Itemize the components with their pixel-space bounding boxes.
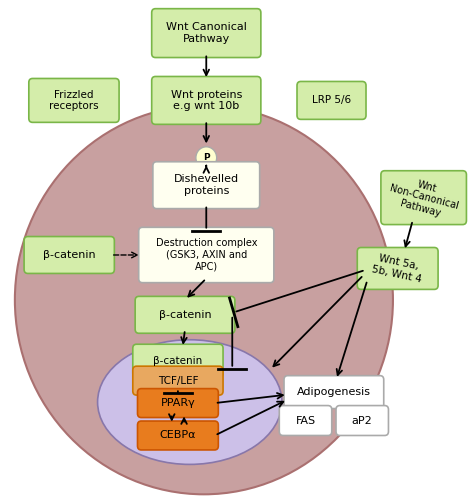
Text: FAS: FAS — [295, 416, 316, 426]
FancyBboxPatch shape — [137, 388, 219, 418]
Text: Destruction complex
(GSK3, AXIN and
APC): Destruction complex (GSK3, AXIN and APC) — [155, 238, 257, 272]
Text: β-catenin: β-catenin — [153, 356, 202, 366]
Text: Wnt 5a,
5b, Wnt 4: Wnt 5a, 5b, Wnt 4 — [371, 252, 425, 284]
FancyBboxPatch shape — [279, 406, 332, 436]
FancyBboxPatch shape — [29, 78, 119, 122]
Text: aP2: aP2 — [352, 416, 373, 426]
FancyBboxPatch shape — [137, 421, 219, 450]
Circle shape — [196, 147, 217, 169]
FancyBboxPatch shape — [135, 296, 235, 334]
Ellipse shape — [98, 340, 282, 464]
FancyBboxPatch shape — [133, 344, 223, 377]
FancyBboxPatch shape — [297, 82, 366, 120]
Text: β-catenin: β-catenin — [159, 310, 211, 320]
FancyBboxPatch shape — [284, 376, 384, 408]
FancyBboxPatch shape — [381, 170, 466, 224]
Ellipse shape — [15, 106, 393, 494]
Text: Dishevelled
proteins: Dishevelled proteins — [173, 174, 239, 196]
FancyBboxPatch shape — [357, 248, 438, 290]
Text: Wnt Canonical
Pathway: Wnt Canonical Pathway — [166, 22, 246, 44]
FancyBboxPatch shape — [152, 8, 261, 58]
Text: CEBPα: CEBPα — [160, 430, 196, 440]
Text: TCF/LEF: TCF/LEF — [158, 376, 198, 386]
FancyBboxPatch shape — [24, 236, 114, 274]
FancyBboxPatch shape — [133, 366, 223, 395]
FancyBboxPatch shape — [152, 76, 261, 124]
Text: P: P — [203, 154, 210, 162]
Text: LRP 5/6: LRP 5/6 — [312, 96, 351, 106]
Text: Wnt
Non-Canonical
Pathway: Wnt Non-Canonical Pathway — [385, 172, 462, 223]
FancyBboxPatch shape — [153, 162, 260, 208]
Text: Adipogenesis: Adipogenesis — [297, 387, 371, 397]
FancyBboxPatch shape — [139, 228, 274, 282]
Text: PPARγ: PPARγ — [161, 398, 195, 408]
Text: Wnt proteins
e.g wnt 10b: Wnt proteins e.g wnt 10b — [171, 90, 242, 111]
FancyBboxPatch shape — [336, 406, 389, 436]
Text: Frizzled
receptors: Frizzled receptors — [49, 90, 99, 111]
Text: β-catenin: β-catenin — [43, 250, 96, 260]
